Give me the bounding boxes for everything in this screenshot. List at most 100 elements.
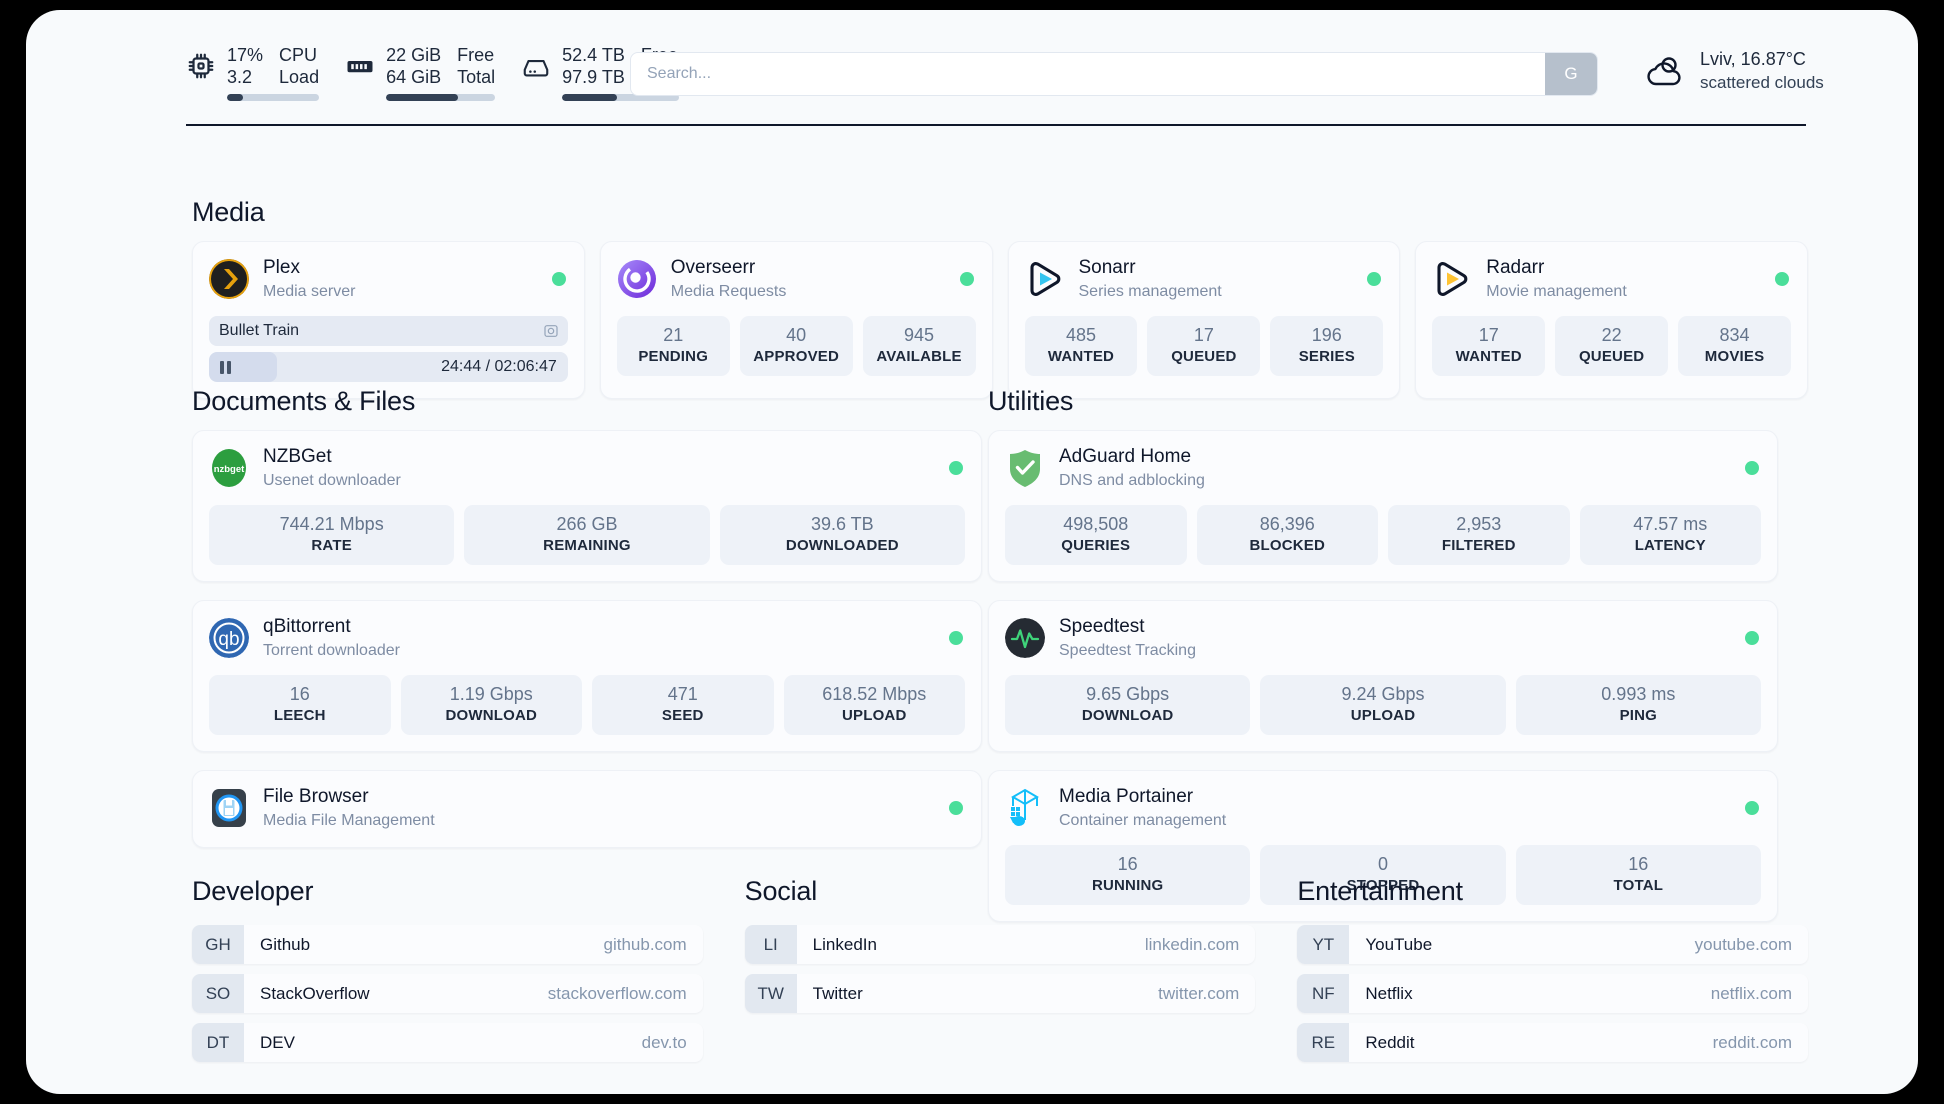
documents-card-column: nzbget NZBGet Usenet downloader 744.21 Mbps…: [192, 430, 982, 848]
stat-tile[interactable]: 47.57 ms LATENCY: [1579, 505, 1761, 565]
bookmark-url: netflix.com: [1710, 983, 1793, 1003]
metric-value-secondary: 64 GiB: [386, 67, 442, 87]
qbittorrent-logo: qb: [209, 618, 249, 658]
stat-tile[interactable]: 17 QUEUED: [1147, 316, 1261, 376]
stat-tile[interactable]: 40 APPROVED: [739, 316, 853, 376]
stat-label: FILTERED: [1441, 537, 1516, 554]
stat-tile[interactable]: 196 SERIES: [1270, 316, 1384, 376]
stat-label: UPLOAD: [841, 707, 907, 724]
stat-tile[interactable]: 0 STOPPED: [1260, 845, 1506, 905]
stat-tile[interactable]: 485 WANTED: [1024, 316, 1138, 376]
stat-value: 485: [1065, 325, 1096, 345]
stat-tile[interactable]: 16 TOTAL: [1515, 845, 1761, 905]
search-engine-button[interactable]: G: [1545, 53, 1597, 95]
stat-value: 498,508: [1063, 514, 1129, 534]
bookmark-item[interactable]: TW Twitter twitter.com: [744, 974, 1256, 1013]
weather-description: scattered clouds: [1700, 73, 1824, 92]
metric-label-secondary: Total: [457, 67, 496, 87]
bookmark-abbreviation: GH: [192, 925, 244, 964]
stat-tile[interactable]: 9.65 Gbps DOWNLOAD: [1005, 675, 1251, 735]
stat-tile[interactable]: 1.19 Gbps DOWNLOAD: [400, 675, 582, 735]
stat-tile[interactable]: 9.24 Gbps UPLOAD: [1260, 675, 1506, 735]
dashboard-page: 17% 3.2 CPU Load 22 GiB 64 GiB Free Total 52.4 T…: [26, 10, 1918, 1094]
bookmark-item[interactable]: RE Reddit reddit.com: [1297, 1023, 1809, 1062]
search-bar[interactable]: G: [630, 52, 1598, 96]
stat-label: DOWNLOADED: [785, 537, 899, 554]
bookmark-name: Twitter: [812, 983, 863, 1003]
bookmark-group-title: Entertainment: [1297, 876, 1463, 906]
system-metric-cpu: 17% 3.2 CPU Load: [186, 44, 320, 101]
overseerr-logo: [617, 259, 657, 299]
service-card[interactable]: AdGuard Home DNS and adblocking 498,508 QUE…: [988, 430, 1778, 582]
bookmark-item[interactable]: NF Netflix netflix.com: [1297, 974, 1809, 1013]
stat-value: 40: [786, 325, 807, 345]
weather-widget: Lviv, 16.87°C scattered clouds: [1644, 48, 1824, 94]
bookmark-item[interactable]: LI LinkedIn linkedin.com: [744, 925, 1256, 964]
stat-label: QUERIES: [1061, 537, 1131, 554]
stat-tile[interactable]: 22 QUEUED: [1555, 316, 1669, 376]
stat-tile[interactable]: 498,508 QUERIES: [1005, 505, 1187, 565]
stat-label: LEECH: [273, 707, 326, 724]
service-stats-row: 16 LEECH 1.19 Gbps DOWNLOAD 471 SEED 618.52 Mb…: [209, 675, 965, 735]
stat-label: PING: [1619, 707, 1658, 724]
service-name: File Browser: [263, 786, 369, 807]
bookmark-item[interactable]: DT DEV dev.to: [192, 1023, 703, 1062]
service-stats-row: 16 RUNNING 0 STOPPED 16 TOTAL: [1005, 845, 1761, 905]
status-indicator-dot: [1745, 461, 1759, 475]
stat-tile[interactable]: 86,396 BLOCKED: [1196, 505, 1378, 565]
service-description: Media File Management: [263, 812, 435, 829]
service-description: Series management: [1078, 283, 1222, 300]
service-card-header: Media Portainer Container management: [1005, 785, 1761, 831]
stat-value: 17: [1193, 325, 1214, 345]
service-card[interactable]: Overseerr Media Requests 21 PENDING 40 APPROV…: [599, 241, 993, 399]
pause-icon[interactable]: [220, 360, 231, 374]
service-name: Plex: [263, 257, 300, 278]
adguard-logo: [1005, 448, 1045, 488]
service-card[interactable]: Speedtest Speedtest Tracking 9.65 Gbps DOWN…: [988, 600, 1778, 752]
service-card-header: File Browser Media File Management: [209, 785, 965, 831]
stat-tile[interactable]: 618.52 Mbps UPLOAD: [783, 675, 965, 735]
service-name: Overseerr: [670, 257, 756, 278]
stat-tile[interactable]: 39.6 TB DOWNLOADED: [719, 505, 965, 565]
stat-tile[interactable]: 21 PENDING: [616, 316, 730, 376]
service-card-header: qb qBittorrent Torrent downloader: [209, 615, 965, 661]
service-card[interactable]: qb qBittorrent Torrent downloader 16 LEECH 1.…: [192, 600, 982, 752]
stat-tile[interactable]: 744.21 Mbps RATE: [209, 505, 455, 565]
stat-tile[interactable]: 834 MOVIES: [1678, 316, 1792, 376]
service-card[interactable]: nzbget NZBGet Usenet downloader 744.21 Mbps…: [192, 430, 982, 582]
utilities-card-column: AdGuard Home DNS and adblocking 498,508 QUE…: [988, 430, 1778, 922]
system-metric-memory: 22 GiB 64 GiB Free Total: [345, 44, 496, 101]
now-playing-title-row: Bullet Train: [209, 316, 568, 346]
stat-tile[interactable]: 2,953 FILTERED: [1388, 505, 1570, 565]
stat-tile[interactable]: 16 RUNNING: [1005, 845, 1251, 905]
nzbget-logo: nzbget: [209, 448, 249, 488]
stat-value: 196: [1311, 325, 1342, 345]
bookmark-item[interactable]: GH Github github.com: [192, 925, 703, 964]
stat-value: 9.24 Gbps: [1341, 684, 1425, 704]
metric-label-primary: CPU: [279, 45, 318, 65]
service-card[interactable]: File Browser Media File Management: [192, 770, 982, 848]
bookmark-url: dev.to: [641, 1032, 687, 1052]
service-card[interactable]: Plex Media server Bullet Train 24:44 / 02:0…: [192, 241, 585, 399]
stat-tile[interactable]: 266 GB REMAINING: [464, 505, 710, 565]
service-card[interactable]: Sonarr Series management 485 WANTED 17 QUEUED…: [1007, 241, 1401, 399]
stat-tile[interactable]: 17 WANTED: [1432, 316, 1546, 376]
bookmark-item[interactable]: YT YouTube youtube.com: [1297, 925, 1809, 964]
service-card[interactable]: Radarr Movie management 17 WANTED 22 QUEUED 83…: [1415, 241, 1808, 399]
stat-label: QUEUED: [1171, 348, 1237, 365]
now-playing-progress-bar[interactable]: 24:44 / 02:06:47: [209, 352, 568, 382]
search-input[interactable]: [631, 53, 1545, 95]
bookmark-group-title: Social: [744, 876, 818, 906]
sonarr-logo: [1025, 259, 1065, 299]
stat-tile[interactable]: 471 SEED: [592, 675, 774, 735]
bookmark-name: StackOverflow: [260, 983, 370, 1003]
metric-value-primary: 52.4 TB: [562, 45, 625, 65]
service-card[interactable]: Media Portainer Container management 16 RUN…: [988, 770, 1778, 922]
bookmark-group-title: Developer: [192, 876, 314, 906]
stat-label: TOTAL: [1613, 877, 1664, 894]
stat-tile[interactable]: 16 LEECH: [209, 675, 391, 735]
metric-value-primary: 17%: [227, 45, 264, 65]
stat-tile[interactable]: 0.993 ms PING: [1515, 675, 1761, 735]
stat-tile[interactable]: 945 AVAILABLE: [862, 316, 976, 376]
bookmark-item[interactable]: SO StackOverflow stackoverflow.com: [192, 974, 703, 1013]
